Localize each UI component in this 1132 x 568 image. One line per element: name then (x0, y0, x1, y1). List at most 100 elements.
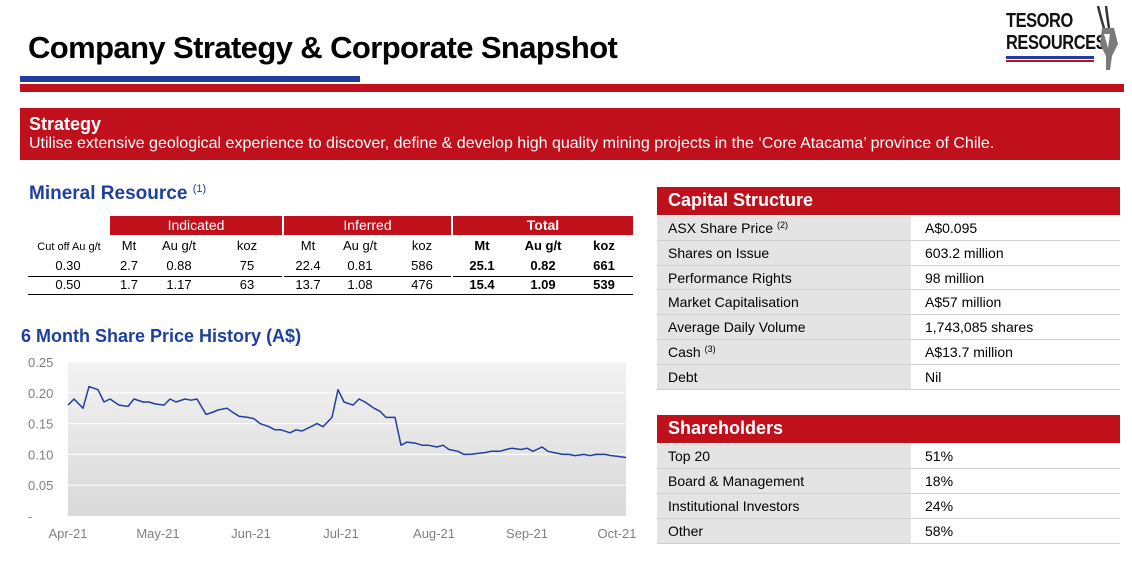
capital-row-label-text: Average Daily Volume (668, 319, 806, 336)
table-bottom-border (28, 294, 633, 295)
shareholder-row-value: 18% (913, 469, 1120, 493)
capital-row-label-text: Market Capitalisation (668, 294, 799, 311)
capital-row-value: A$57 million (913, 290, 1120, 315)
title-underline-red (20, 84, 1124, 92)
shareholder-row-label-text: Institutional Investors (668, 498, 800, 514)
subheader-ind-mt: Mt (121, 238, 137, 253)
shareholder-row-label: Other (657, 519, 911, 543)
capital-row-value: A$0.095 (913, 216, 1120, 240)
capital-row-label-text: ASX Share Price (668, 220, 774, 236)
shareholder-row-label: Top 20 (657, 444, 911, 468)
table-row: Market Capitalisation A$57 million (657, 290, 1120, 315)
row-divider (657, 518, 1120, 519)
cell-inf-koz: 476 (411, 277, 433, 292)
subheader-inf-aug: Au g/t (343, 238, 377, 253)
shareholder-row-value: 24% (913, 494, 1120, 518)
x-tick-label: Jun-21 (231, 526, 271, 541)
plot-area (68, 362, 626, 516)
y-tick-label: - (28, 509, 32, 524)
table-row: Debt Nil (657, 364, 1120, 390)
x-tick-label: Oct-21 (597, 526, 636, 541)
capital-row-label: Cash (3) (657, 340, 911, 364)
cell-tot-mt: 25.1 (469, 258, 495, 273)
capital-row-value: Nil (913, 364, 1120, 389)
shareholder-row-label: Institutional Investors (657, 494, 911, 518)
capital-row-label-text: Shares on Issue (668, 244, 770, 261)
logo-stripe-blue (1006, 56, 1094, 59)
cell-ind-koz: 75 (239, 258, 255, 273)
y-tick-label: 0.10 (28, 447, 53, 462)
cell-ind-mt: 1.7 (119, 277, 139, 292)
capital-row-label: Average Daily Volume (657, 315, 911, 340)
x-tick-label: May-21 (136, 526, 179, 541)
cell-ind-aug: 1.17 (166, 277, 192, 292)
cell-ind-aug: 0.88 (166, 258, 192, 273)
capital-row-label-text: Cash (668, 344, 701, 360)
chart-title: 6 Month Share Price History (A$) (21, 326, 302, 346)
capital-row-label: Market Capitalisation (657, 290, 911, 315)
row-divider (657, 314, 1120, 316)
column-separator (282, 216, 284, 294)
group-header-total: Total (453, 216, 633, 235)
capital-row-label: Shares on Issue (657, 240, 911, 265)
cell-cutoff: 0.50 (55, 277, 81, 292)
cell-tot-koz: 539 (593, 277, 615, 292)
capital-row-value: 98 million (913, 265, 1120, 290)
capital-row-label: Performance Rights (657, 265, 911, 290)
company-logo: TESORO RESOURCES (1000, 4, 1128, 72)
row-divider (657, 289, 1120, 291)
share-price-line (67, 385, 627, 459)
subheader-tot-mt: Mt (474, 238, 490, 253)
shareholders-header: Shareholders (657, 415, 1120, 443)
strategy-text: Utilise extensive geological experience … (29, 135, 995, 152)
cell-ind-mt: 2.7 (119, 258, 139, 273)
y-tick-label: 0.20 (28, 386, 53, 401)
shareholder-row-label-text: Board & Management (668, 473, 805, 489)
cell-inf-mt: 22.4 (295, 258, 321, 273)
cell-inf-aug: 0.81 (347, 258, 373, 273)
row-divider (657, 388, 1120, 390)
capital-row-label: Debt (657, 364, 911, 389)
row-divider (657, 239, 1120, 241)
cell-tot-aug: 0.82 (530, 258, 556, 273)
cell-inf-aug: 1.08 (347, 277, 373, 292)
shareholder-row-label: Board & Management (657, 469, 911, 493)
cell-inf-mt: 13.7 (295, 277, 321, 292)
capital-row-label-text: Performance Rights (668, 269, 792, 286)
logo-stripe-red (1006, 60, 1094, 62)
capital-row-label: ASX Share Price (2) (657, 216, 911, 240)
subheader-tot-aug: Au g/t (524, 238, 562, 253)
cell-tot-aug: 1.09 (530, 277, 556, 292)
subheader-ind-koz: koz (236, 238, 258, 253)
mineral-resource-note: (1) (192, 183, 207, 195)
table-row: Average Daily Volume 1,743,085 shares (657, 315, 1120, 340)
title-underline-blue (20, 76, 360, 82)
subheader-inf-mt: Mt (300, 238, 316, 253)
cell-ind-koz: 63 (239, 277, 255, 292)
cell-tot-koz: 661 (593, 258, 615, 273)
page-title: Company Strategy & Corporate Snapshot (28, 30, 618, 65)
x-tick-label: Aug-21 (413, 526, 455, 541)
y-tick-label: 0.05 (28, 478, 53, 493)
row-divider (657, 543, 1120, 544)
table-row: Top 20 51% (657, 444, 1120, 469)
table-row: Board & Management 18% (657, 469, 1120, 494)
subheader-cutoff: Cut off Au g/t (37, 241, 101, 253)
row-divider (657, 339, 1120, 340)
capital-row-value: 603.2 million (913, 240, 1120, 265)
shareholder-row-label-text: Top 20 (668, 448, 711, 464)
shareholder-row-value: 51% (913, 444, 1120, 468)
row-divider (657, 264, 1120, 266)
mineral-resource-title-text: Mineral Resource (29, 183, 188, 204)
table-row-divider (28, 276, 633, 277)
x-tick-label: Sep-21 (506, 526, 548, 541)
table-row: Other 58% (657, 519, 1120, 544)
group-header-inferred: Inferred (284, 216, 451, 235)
y-tick-label: 0.25 (28, 355, 53, 370)
logo-text-line1: TESORO (1006, 10, 1073, 32)
capital-row-note: (2) (776, 220, 788, 230)
x-tick-label: Apr-21 (48, 526, 87, 541)
logo-text-line2: RESOURCES (1006, 32, 1107, 54)
table-row: Cash (3) A$13.7 million (657, 340, 1120, 365)
row-divider (657, 363, 1120, 365)
